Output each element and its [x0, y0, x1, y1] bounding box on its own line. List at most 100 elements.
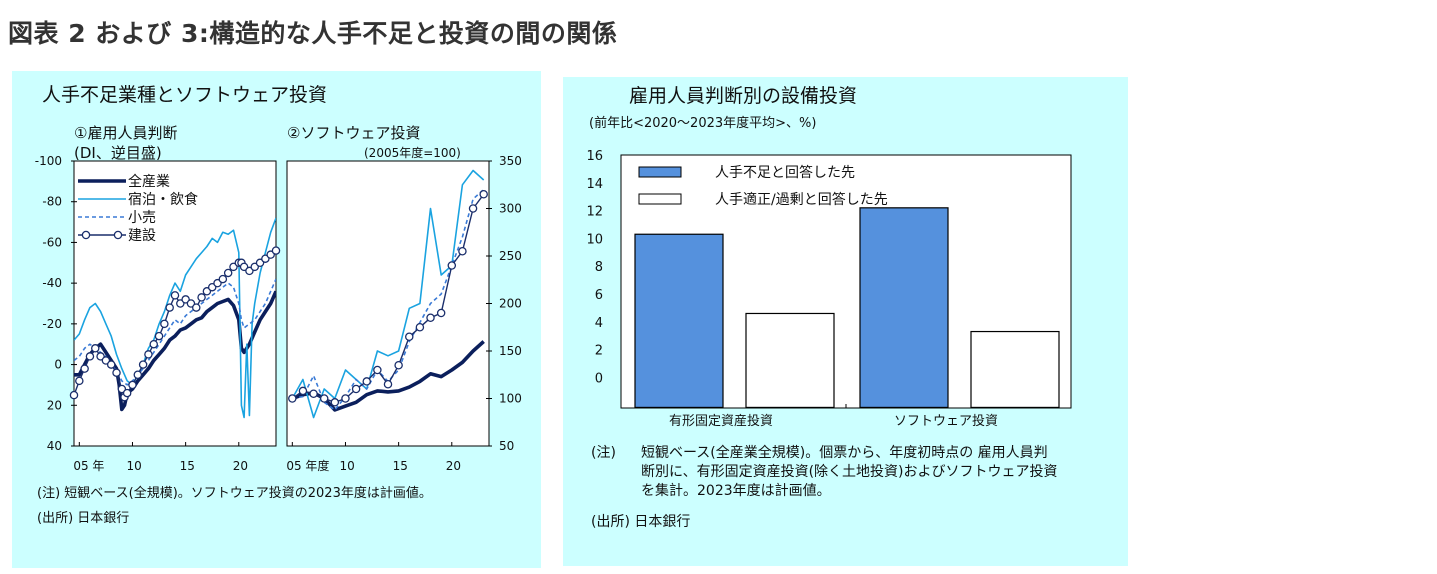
- bar: [970, 330, 1060, 409]
- legend-label: 小売: [128, 210, 156, 226]
- series-point: [223, 268, 233, 278]
- series-point: [160, 319, 169, 329]
- y-tick-label: 50: [499, 439, 514, 453]
- series-point: [91, 344, 100, 353]
- series-line: [74, 278, 276, 386]
- series-point: [128, 380, 137, 390]
- legend-swatch: [638, 193, 682, 205]
- left-chart-svg: 人手不足業種とソフトウェア投資 ①雇用人員判断 (DI、逆目盛) ②ソフトウェア…: [35, 84, 522, 526]
- y-tick-label: -80: [42, 195, 62, 209]
- y-tick-label: 4: [595, 316, 603, 331]
- left-source: (出所) 日本銀行: [37, 511, 129, 526]
- series-point: [426, 313, 435, 322]
- legend-swatch: [638, 166, 682, 178]
- series-point: [373, 365, 382, 375]
- plot-area: [73, 160, 277, 447]
- left-chart-panel: 人手不足業種とソフトウェア投資 ①雇用人員判断 (DI、逆目盛) ②ソフトウェア…: [12, 71, 541, 568]
- series-point: [218, 274, 228, 284]
- series-point: [319, 394, 329, 403]
- chart1-subtitle: (DI、逆目盛): [74, 144, 162, 162]
- series-point: [288, 394, 297, 403]
- x-tick-label: 10: [339, 459, 354, 473]
- series-point: [362, 377, 371, 386]
- series-point: [458, 246, 467, 256]
- series-point: [144, 350, 153, 359]
- right-note-line: 断別に、有形固定資産投資(除く土地投資)およびソフトウェア投資: [641, 464, 1058, 480]
- chart1-title: ①雇用人員判断: [74, 124, 177, 142]
- chart2-subtitle: (2005年度=100): [364, 145, 461, 160]
- series-point: [149, 339, 158, 349]
- y-tick-label: 40: [47, 439, 62, 453]
- series-point: [197, 293, 206, 302]
- legend-label: 建設: [128, 228, 156, 244]
- series-point: [133, 370, 143, 379]
- legend-marker: [113, 230, 123, 240]
- right-note-label: (注): [591, 445, 616, 461]
- series-point: [80, 364, 89, 373]
- right-note-line: を集計。2023年度は計画値。: [641, 482, 831, 499]
- right-chart-svg: 雇用人員判断別の設備投資 (前年比<2020～2023年度平均>、%) (注) …: [586, 85, 1072, 530]
- y-tick-label: 250: [499, 249, 522, 263]
- series-line: [74, 290, 276, 412]
- right-panel-subtitle: (前年比<2020～2023年度平均>、%): [589, 115, 816, 131]
- y-tick-label: 150: [499, 344, 522, 358]
- series-point: [351, 384, 361, 394]
- legend-label: 宿泊・飲食: [128, 191, 198, 208]
- y-tick-label: -40: [42, 276, 62, 290]
- y-tick-label: 200: [499, 297, 522, 311]
- right-source: (出所) 日本銀行: [591, 514, 690, 530]
- series-point: [383, 379, 393, 389]
- bar: [634, 233, 724, 409]
- series-point: [271, 246, 281, 255]
- y-tick-label: -20: [42, 317, 62, 331]
- y-tick-label: 16: [586, 149, 603, 164]
- series-point: [436, 308, 446, 318]
- series-point: [341, 394, 350, 403]
- series-point: [330, 398, 340, 407]
- bar: [745, 312, 835, 409]
- y-tick-label: -60: [42, 235, 62, 249]
- legend-marker: [81, 230, 91, 240]
- x-category-label: ソフトウェア投資: [894, 413, 998, 429]
- series-point: [69, 390, 79, 400]
- series-point: [394, 360, 403, 370]
- series-point: [165, 303, 174, 312]
- series-point: [170, 291, 180, 300]
- series-line: [74, 217, 276, 419]
- y-tick-label: 350: [499, 154, 522, 168]
- y-tick-label: 14: [586, 177, 603, 192]
- series-point: [138, 360, 148, 369]
- y-tick-label: -100: [35, 154, 62, 168]
- y-tick-label: 6: [595, 288, 603, 303]
- left-panel-title: 人手不足業種とソフトウェア投資: [42, 84, 327, 106]
- series-point: [192, 303, 201, 312]
- x-tick-label: 05 年度: [286, 458, 329, 473]
- series-point: [447, 261, 457, 270]
- x-tick-label: 15: [180, 459, 195, 473]
- y-tick-label: 0: [595, 371, 603, 386]
- x-category-label: 有形固定資産投資: [669, 413, 773, 429]
- y-tick-label: 100: [499, 392, 522, 406]
- y-tick-label: 20: [47, 398, 62, 412]
- y-tick-label: 8: [595, 260, 603, 275]
- x-tick-label: 10: [126, 459, 141, 473]
- series-point: [405, 332, 414, 341]
- left-note: (注) 短観ベース(全規模)。ソフトウェア投資の2023年度は計画値。: [37, 485, 432, 501]
- series-point: [154, 331, 164, 341]
- right-panel-title: 雇用人員判断別の設備投資: [629, 85, 857, 107]
- x-tick-label: 20: [233, 459, 248, 473]
- series-point: [85, 352, 95, 361]
- legend-label: 人手適正/過剰と回答した先: [715, 191, 888, 208]
- series-point: [479, 190, 488, 199]
- plot-area: [286, 160, 490, 447]
- chart2-title: ②ソフトウェア投資: [287, 124, 420, 142]
- x-tick-label: 05 年: [73, 459, 104, 473]
- y-tick-label: 10: [586, 232, 603, 247]
- series-point: [75, 376, 84, 386]
- y-tick-label: 2: [595, 344, 603, 359]
- bar: [859, 207, 949, 409]
- right-chart-panel: 雇用人員判断別の設備投資 (前年比<2020～2023年度平均>、%) (注) …: [563, 77, 1128, 566]
- series-point: [309, 389, 318, 398]
- legend-label: 全産業: [128, 173, 170, 190]
- series-point: [468, 204, 478, 213]
